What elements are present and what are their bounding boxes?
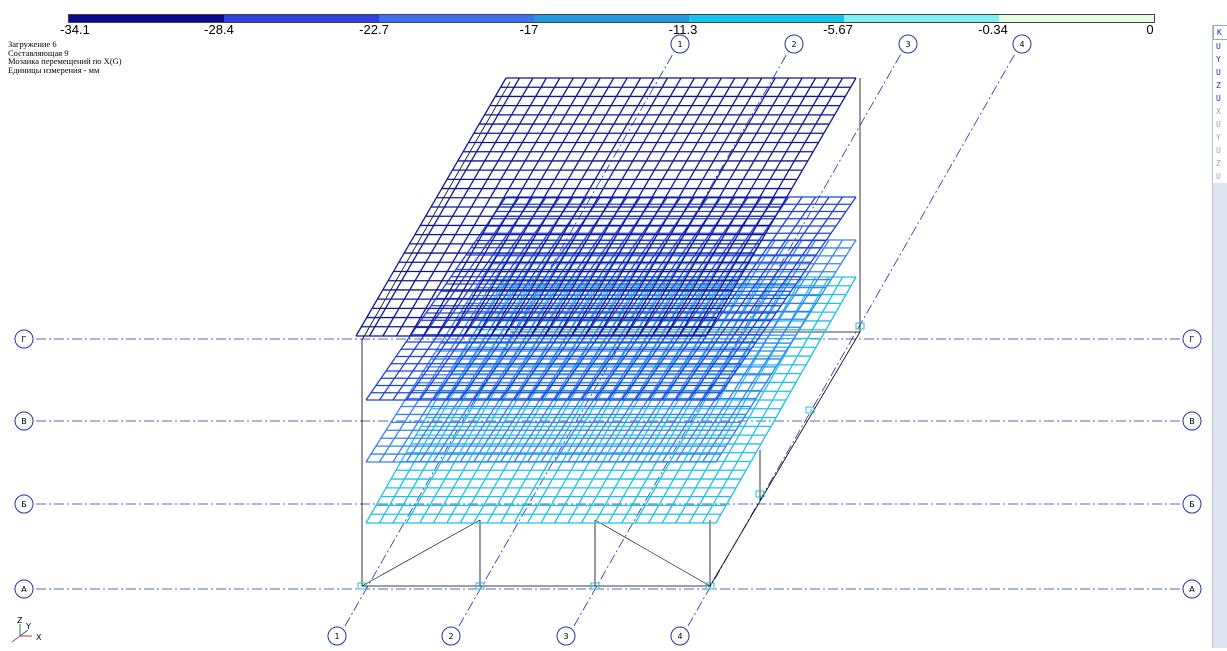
support-node xyxy=(755,490,765,498)
grid-axis-bubble xyxy=(14,494,34,514)
grid-axis-label-right: Г xyxy=(1190,335,1195,344)
grid-axis-label-top: 4 xyxy=(1019,40,1024,49)
grid-axis-bubble xyxy=(327,626,347,646)
mosaic-label: Мозаика перемещений по X(G) xyxy=(8,56,122,66)
grid-axis-label-bottom: 2 xyxy=(448,632,453,641)
grid-axis-bubble xyxy=(1182,494,1202,514)
side-toolbar-item[interactable]: U xyxy=(1216,172,1221,181)
grid-axis-label-bottom: 4 xyxy=(677,632,682,641)
side-toolbar-item[interactable]: U xyxy=(1216,42,1221,51)
legend-tick-label: -11.3 xyxy=(668,22,698,37)
grid-axis-bubble xyxy=(556,626,576,646)
grid-axis-bubble xyxy=(1182,579,1202,599)
grid-axis-label-bottom: 3 xyxy=(563,632,568,641)
side-toolbar-item[interactable]: Z xyxy=(1216,159,1221,168)
support-node xyxy=(805,406,815,414)
displacement-legend-bar xyxy=(68,14,1155,23)
grid-axis-label-left: Б xyxy=(21,500,27,509)
coordinate-axes-icon: Z Y X xyxy=(11,612,46,651)
component-label: Составляющая 9 xyxy=(8,47,69,58)
legend-swatch xyxy=(999,15,1154,22)
grid-axis-label-top: 1 xyxy=(677,40,682,49)
support-node xyxy=(475,582,485,590)
brace xyxy=(594,519,711,587)
support-node xyxy=(590,582,600,590)
legend-swatch xyxy=(224,15,379,22)
legend-swatch xyxy=(379,15,534,22)
grid-axis-label-right: Б xyxy=(1189,500,1195,509)
grid-axis-bubble xyxy=(1182,411,1202,431)
side-toolbar-item[interactable]: U xyxy=(1216,146,1221,155)
grid-axis-label-top: 2 xyxy=(791,40,796,49)
legend-tick-label: -0.34 xyxy=(978,22,1008,37)
side-toolbar-item[interactable]: U xyxy=(1216,94,1221,103)
side-toolbar-item[interactable]: Y xyxy=(1216,133,1221,142)
legend-tick-label: -28.4 xyxy=(204,22,234,37)
legend-tick-label: -34.1 xyxy=(60,22,90,37)
grid-axis-label-top: 3 xyxy=(905,40,910,49)
legend-swatch xyxy=(534,15,689,22)
grid-axis-label-left: Г xyxy=(22,335,27,344)
grid-axis-label-left: В xyxy=(21,417,27,426)
grid-axis-bubble xyxy=(784,34,804,54)
grid-axis-bubble xyxy=(670,626,690,646)
legend-tick-label: -22.7 xyxy=(359,22,389,37)
grid-axis-bubble xyxy=(898,34,918,54)
grid-axis-bubble xyxy=(670,34,690,54)
load-case-info: Загружение 6 Составляющая 9 Мозаика пере… xyxy=(8,40,122,74)
legend-swatch xyxy=(69,15,224,22)
units-label: Единицы измерения - мм xyxy=(8,64,100,75)
slab-level-4[interactable] xyxy=(355,77,857,337)
side-toolbar-item[interactable]: U xyxy=(1216,120,1221,129)
legend-tick-label: -17 xyxy=(519,22,539,37)
side-toolbar-item[interactable]: Y xyxy=(1216,55,1221,64)
load-case-label: Загружение 6 xyxy=(8,39,57,49)
legend-swatch xyxy=(689,15,844,22)
axis-y-label: Y xyxy=(25,622,31,631)
grid-axis-label-right: А xyxy=(1189,585,1195,594)
side-toolbar-item[interactable]: Z xyxy=(1216,81,1221,90)
grid-axis-bubble xyxy=(1012,34,1032,54)
side-toolbar-item[interactable]: X xyxy=(1216,107,1221,116)
side-toolbar-item[interactable]: K xyxy=(1213,25,1227,40)
grid-axis-label-left: А xyxy=(21,585,27,594)
grid-axis-label-right: В xyxy=(1189,417,1195,426)
ground-outline xyxy=(362,331,861,587)
grid-axis-bubble xyxy=(14,329,34,349)
legend-tick-label: 0 xyxy=(1146,22,1154,37)
grid-axis-bubble xyxy=(14,411,34,431)
side-toolbar-item[interactable]: U xyxy=(1216,68,1221,77)
grid-axis-bubble xyxy=(1182,329,1202,349)
grid-axis-bubble xyxy=(441,626,461,646)
legend-swatch xyxy=(844,15,999,22)
legend-tick-label: -5.67 xyxy=(823,22,853,37)
frame-edge xyxy=(361,81,511,341)
grid-axis-label-bottom: 1 xyxy=(334,632,339,641)
support-node xyxy=(855,322,865,330)
axis-z-label: Z xyxy=(17,616,23,625)
support-node xyxy=(705,582,715,590)
axis-x-label: X xyxy=(36,633,42,642)
brace xyxy=(361,519,481,587)
support-node xyxy=(357,582,367,590)
grid-axis-bubble xyxy=(14,579,34,599)
